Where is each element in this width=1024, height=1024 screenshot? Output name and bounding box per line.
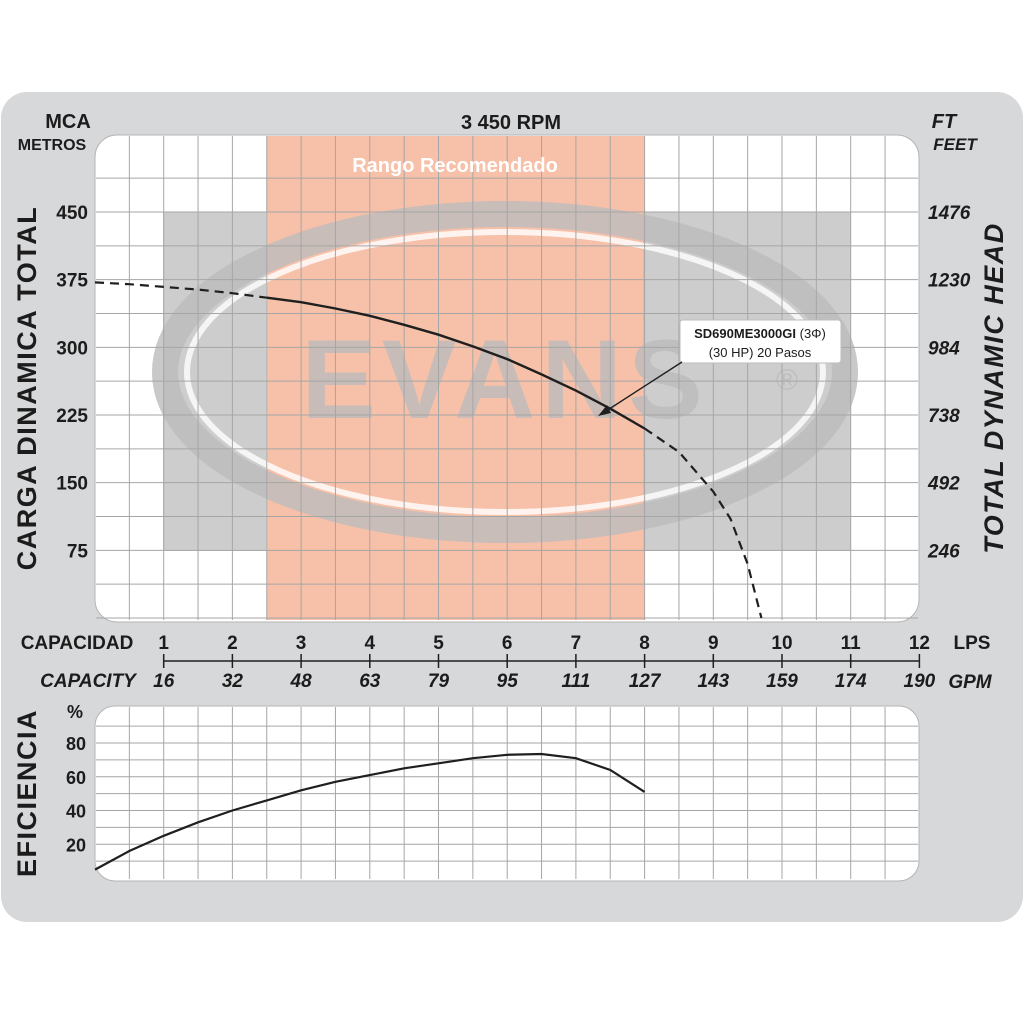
- capacity-label-en: CAPACITY: [40, 671, 138, 692]
- efficiency-y-tick-label: 80: [66, 734, 86, 754]
- gpm-tick-label: 174: [835, 671, 867, 692]
- lps-tick-label: 8: [639, 633, 650, 654]
- gpm-unit: GPM: [948, 672, 992, 693]
- head-right-axis-title: TOTAL DYNAMIC HEAD: [979, 222, 1009, 554]
- lps-tick-label: 10: [771, 633, 792, 654]
- capacity-axis: 1 16 2 32 3 48 4 63 5 79 6 95 7 111 8 127 9 143 10 159 11 174…: [153, 633, 936, 692]
- left-unit-sublabel: METROS: [18, 137, 87, 154]
- recommended-range-label: Rango Recomendado: [352, 155, 558, 177]
- model-callout-box: [679, 319, 842, 364]
- gpm-tick-label: 16: [153, 671, 175, 692]
- efficiency-unit: %: [67, 702, 83, 722]
- gpm-tick-label: 190: [904, 671, 936, 692]
- head-y-tick-label: 75: [67, 541, 89, 562]
- right-unit-sublabel: FEET: [933, 135, 978, 154]
- gpm-tick-label: 159: [766, 671, 798, 692]
- efficiency-y-tick-labels: 20 40 60 80: [66, 734, 86, 855]
- lps-tick-label: 12: [909, 633, 930, 654]
- efficiency-axis-title: EFICIENCIA: [12, 709, 42, 877]
- lps-unit: LPS: [954, 633, 991, 654]
- model-name: SD690ME3000GI: [694, 326, 796, 341]
- model-callout-line1: SD690ME3000GI (3Φ): [694, 326, 826, 341]
- head-y-tick-label-right: 492: [927, 474, 960, 495]
- head-y-tick-label: 225: [56, 406, 88, 427]
- lps-tick-label: 1: [158, 633, 169, 654]
- efficiency-y-tick-label: 60: [66, 768, 86, 788]
- gpm-tick-label: 143: [697, 671, 729, 692]
- head-curve-solid: [266, 296, 646, 430]
- head-y-tick-label-right: 1230: [928, 271, 971, 292]
- gpm-tick-label: 127: [629, 671, 662, 692]
- head-y-tick-label-right: 246: [927, 541, 960, 562]
- callout-arrow-line: [602, 361, 683, 414]
- efficiency-chart-grid: [96, 707, 918, 879]
- right-unit-label: FT: [932, 111, 958, 133]
- head-y-tick-label: 450: [56, 203, 88, 224]
- efficiency-curve: [94, 752, 646, 871]
- gpm-tick-label: 48: [290, 671, 313, 692]
- gpm-tick-label: 111: [561, 671, 590, 692]
- efficiency-y-tick-label: 40: [66, 802, 86, 822]
- lps-tick-label: 11: [841, 633, 862, 654]
- efficiency-y-tick-label: 20: [66, 835, 86, 855]
- capacity-label: CAPACIDAD: [21, 633, 134, 654]
- head-curve-right-dashed: [643, 427, 763, 619]
- head-left-axis-title: CARGA DINAMICA TOTAL: [12, 206, 42, 570]
- left-unit-label: MCA: [45, 111, 91, 133]
- head-y-tick-label: 300: [56, 338, 88, 359]
- head-y-tick-labels: 75 246 150 492 225 738 300 984 375 1230 450 1476: [56, 203, 970, 562]
- model-callout-line2: (30 HP) 20 Pasos: [709, 345, 812, 360]
- model-callout: SD690ME3000GI (3Φ) (30 HP) 20 Pasos: [598, 319, 842, 416]
- lps-tick-label: 7: [571, 633, 582, 654]
- head-y-tick-label: 375: [56, 271, 88, 292]
- lps-tick-label: 6: [502, 633, 513, 654]
- watermark-ring: [152, 201, 858, 543]
- model-phase: (3Φ): [796, 326, 826, 341]
- watermark-text: EVANS: [301, 317, 709, 442]
- head-y-tick-label-right: 984: [928, 338, 960, 359]
- watermark-ring-inner: [184, 229, 826, 515]
- head-curve: [94, 281, 763, 619]
- gpm-tick-label: 63: [359, 671, 381, 692]
- gpm-tick-label: 79: [428, 671, 450, 692]
- lps-tick-label: 5: [433, 633, 444, 654]
- watermark-registered-mark: ®: [776, 364, 798, 397]
- efficiency-curve-line: [94, 752, 646, 871]
- lps-tick-label: 9: [708, 633, 719, 654]
- lps-tick-label: 3: [296, 633, 307, 654]
- head-chart-grid: [96, 136, 918, 620]
- callout-arrowhead: [598, 405, 611, 416]
- gpm-tick-label: 95: [497, 671, 519, 692]
- head-y-tick-label-right: 1476: [928, 203, 971, 224]
- gpm-tick-label: 32: [222, 671, 244, 692]
- head-y-tick-label-right: 738: [928, 406, 960, 427]
- head-curve-left-dashed: [94, 281, 267, 299]
- lps-tick-label: 2: [227, 633, 238, 654]
- head-y-tick-label: 150: [56, 474, 88, 495]
- lps-tick-label: 4: [365, 633, 376, 654]
- rpm-label: 3 450 RPM: [461, 112, 561, 134]
